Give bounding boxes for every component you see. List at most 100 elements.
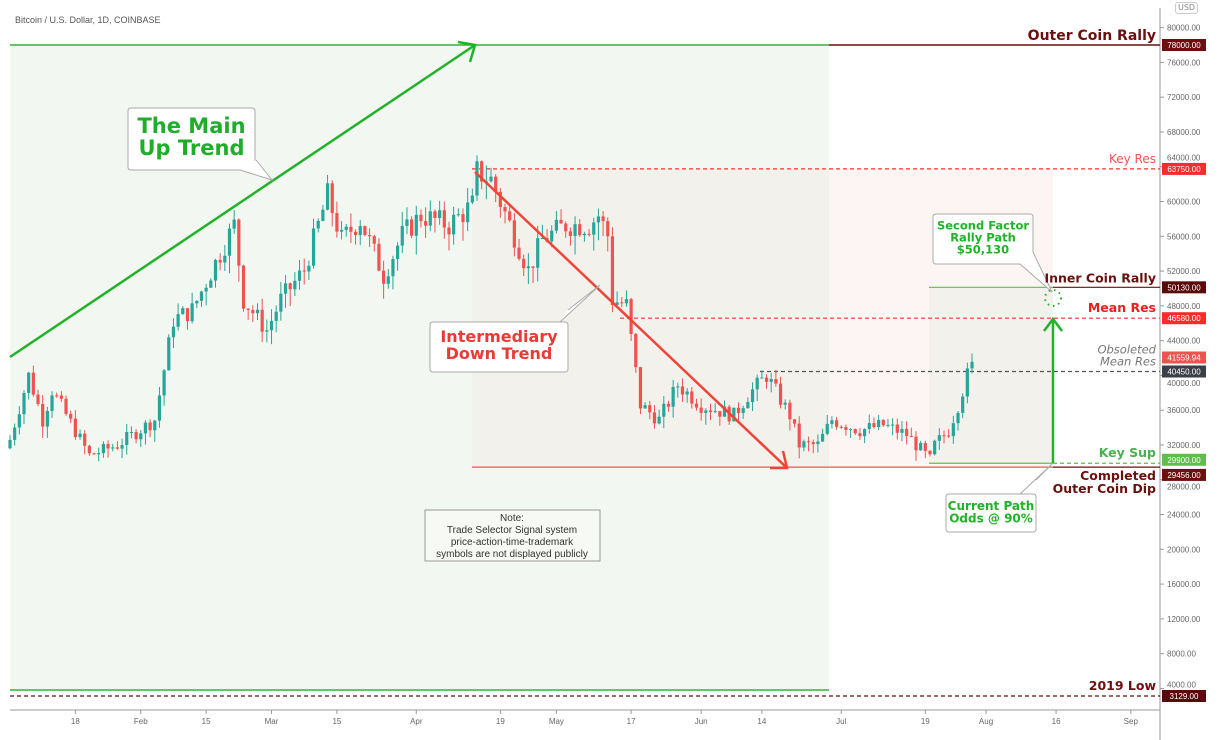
candle-body xyxy=(512,220,516,248)
x-tick-label: 16 xyxy=(1052,717,1061,726)
candle-body xyxy=(820,433,825,442)
candle-body xyxy=(288,283,292,290)
candle-body xyxy=(699,407,703,413)
candle-body xyxy=(466,202,470,223)
currency-badge[interactable]: USD xyxy=(1175,2,1199,14)
candle-body xyxy=(648,405,652,413)
candle-body xyxy=(494,176,498,192)
candle-body xyxy=(255,309,260,314)
candle-body xyxy=(64,398,68,414)
candle-body xyxy=(578,224,582,236)
candle-body xyxy=(410,219,414,236)
candle-body xyxy=(92,453,96,455)
candle-body xyxy=(321,209,325,221)
candle-body xyxy=(690,391,694,404)
candle-body xyxy=(265,330,269,332)
candle-body xyxy=(792,419,797,424)
x-tick-label: 14 xyxy=(757,717,766,726)
candle-body xyxy=(704,410,708,413)
candle-body xyxy=(349,226,353,232)
candle-body xyxy=(396,245,400,260)
candle-body xyxy=(895,424,899,433)
candle-body xyxy=(624,299,629,304)
candle-body xyxy=(372,236,376,244)
2019-low-label: 2019 Low xyxy=(1089,678,1157,693)
candle-body xyxy=(461,214,465,223)
y-tick-label: 52000.00 xyxy=(1167,267,1201,276)
candle-body xyxy=(489,176,493,182)
candle-body xyxy=(961,396,965,413)
x-tick-label: Apr xyxy=(410,717,423,726)
badge-29456: 29456.00 xyxy=(1167,471,1201,480)
badge-63750-bg xyxy=(1162,162,1206,175)
completed-label: Completed xyxy=(1080,468,1156,483)
badge-46580-bg xyxy=(1162,312,1206,325)
candle-body xyxy=(746,402,750,409)
candle-body xyxy=(554,219,558,231)
current-path-callout-pointer xyxy=(1019,463,1053,495)
candle-body xyxy=(153,420,157,431)
candle-body xyxy=(405,219,409,226)
candle-body xyxy=(568,231,572,237)
candle-body xyxy=(386,276,390,284)
candle-body xyxy=(503,207,507,212)
candle-body xyxy=(652,412,657,424)
candle-body xyxy=(447,227,451,235)
candle-body xyxy=(391,259,395,277)
x-tick-label: 17 xyxy=(627,717,636,726)
badge-78000: 78000.00 xyxy=(1167,41,1201,50)
inner-coin-rally-label: Inner Coin Rally xyxy=(1044,270,1156,285)
candle-body xyxy=(643,405,647,409)
candle-body xyxy=(167,337,171,371)
outer-coin-rally-label: Outer Coin Rally xyxy=(1028,28,1156,44)
candle-body xyxy=(157,395,162,421)
candle-body xyxy=(367,235,372,237)
candle-body xyxy=(115,447,120,449)
y-tick-label: 32000.00 xyxy=(1167,441,1201,450)
candle-body xyxy=(171,326,176,338)
badge-29900-bg xyxy=(1162,453,1206,466)
note-text: price-action-time-trademark xyxy=(451,537,574,548)
down-trend-callout-text: Down Trend xyxy=(446,344,553,363)
candle-body xyxy=(382,270,386,284)
candle-body xyxy=(783,402,787,405)
candle-body xyxy=(456,214,460,216)
candle-body xyxy=(433,211,437,219)
candle-body xyxy=(41,404,45,427)
candle-body xyxy=(419,214,423,222)
candle-body xyxy=(143,422,148,434)
badge-29900: 29900.00 xyxy=(1167,456,1201,465)
note-text: Trade Selector Signal system xyxy=(447,525,577,536)
candle-body xyxy=(919,443,923,451)
candle-body xyxy=(774,379,778,384)
candle-body xyxy=(279,293,283,312)
candle-body xyxy=(36,394,40,405)
candle-body xyxy=(606,221,610,237)
y-tick-label: 20000.00 xyxy=(1167,545,1201,554)
candle-body xyxy=(905,428,909,437)
candle-body xyxy=(736,407,741,414)
candle-body xyxy=(596,216,601,223)
badge-3129: 3129.00 xyxy=(1170,692,1199,701)
second-factor-callout-pointer xyxy=(1019,251,1053,293)
candle-body xyxy=(522,258,526,269)
y-tick-label: 28000.00 xyxy=(1167,482,1201,491)
intermediary-downtrend-line xyxy=(474,171,788,469)
candle-body xyxy=(956,412,960,424)
down-trend-callout-pointer xyxy=(559,284,601,323)
candle-body xyxy=(185,308,190,322)
main-trend-callout-text: The Main xyxy=(137,114,245,138)
candle-body xyxy=(209,280,213,288)
x-tick-label: Mar xyxy=(265,717,279,726)
current-path-callout-text: Odds @ 90% xyxy=(949,512,1033,526)
candle-body xyxy=(274,311,278,321)
candle-body xyxy=(293,280,297,290)
candle-body xyxy=(111,447,115,449)
second-factor-callout-text: $50,130 xyxy=(957,243,1009,257)
candle-body xyxy=(877,419,881,428)
x-tick-label: May xyxy=(549,717,564,726)
candle-body xyxy=(55,395,59,397)
candle-body xyxy=(204,287,208,292)
candle-body xyxy=(942,435,946,437)
